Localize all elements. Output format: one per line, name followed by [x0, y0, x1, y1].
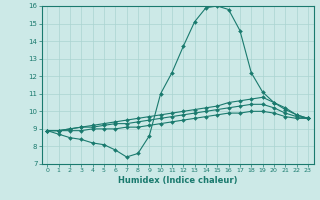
X-axis label: Humidex (Indice chaleur): Humidex (Indice chaleur)	[118, 176, 237, 185]
